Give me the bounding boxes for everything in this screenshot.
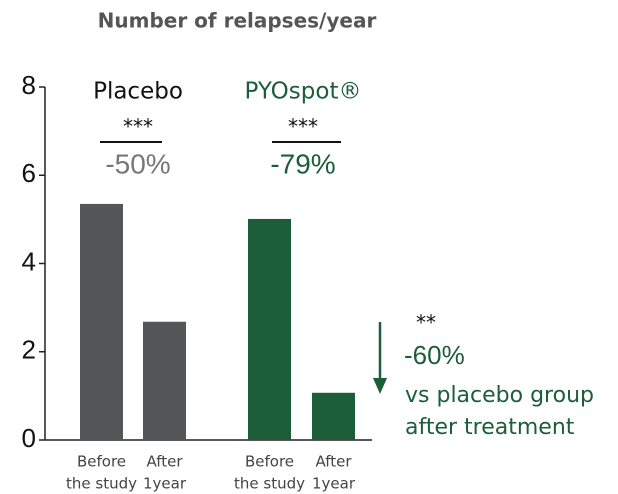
group-label: PYOspot® xyxy=(245,79,362,105)
x-tick-label: Before xyxy=(245,453,294,471)
x-tick-label: After xyxy=(315,453,352,471)
comparison-significance: ** xyxy=(416,311,436,335)
bar xyxy=(143,321,186,440)
y-tick-label: 6 xyxy=(22,158,36,188)
y-tick-label: 0 xyxy=(22,423,36,453)
bar xyxy=(312,392,355,440)
comparison-text: after treatment xyxy=(405,415,575,440)
comparison-text: vs placebo group xyxy=(405,383,594,408)
bar xyxy=(80,203,123,440)
bar xyxy=(248,218,291,440)
significance: *** xyxy=(288,115,318,139)
change-label: -79% xyxy=(270,148,335,179)
x-tick-label: the study xyxy=(234,475,305,493)
x-tick-label: 1year xyxy=(143,475,187,493)
chart-title: Number of relapses/year xyxy=(98,9,377,33)
change-label: -50% xyxy=(105,148,170,179)
comparison-change: -60% xyxy=(404,340,465,370)
y-tick-label: 2 xyxy=(22,335,36,365)
x-tick-label: Before xyxy=(77,453,126,471)
x-tick-label: After xyxy=(146,453,183,471)
y-tick-label: 8 xyxy=(22,70,36,100)
x-tick-label: 1year xyxy=(312,475,356,493)
arrow-head xyxy=(373,378,387,394)
x-tick-label: the study xyxy=(66,475,137,493)
group-label: Placebo xyxy=(93,79,183,105)
significance: *** xyxy=(123,115,153,139)
y-tick-label: 4 xyxy=(22,246,36,276)
